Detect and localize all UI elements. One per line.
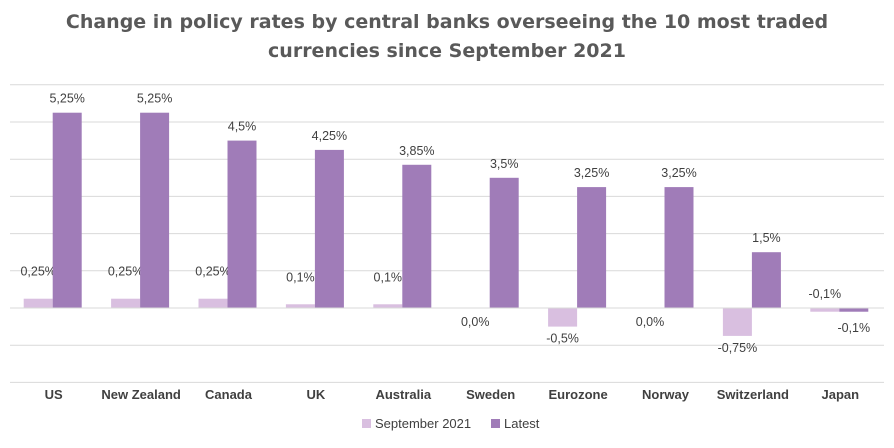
x-tick-label: Switzerland [717, 387, 789, 402]
x-tick-label: New Zealand [101, 387, 181, 402]
x-tick-label: Australia [375, 387, 431, 402]
bar-latest-uk [314, 149, 344, 308]
chart-title: Change in policy rates by central banks … [0, 8, 894, 66]
data-label: 4,25% [312, 129, 347, 143]
legend-swatch [491, 419, 500, 428]
bar-latest-japan [839, 308, 869, 312]
bar-latest-eurozone [577, 187, 607, 308]
x-tick-label: Japan [822, 387, 860, 402]
data-label: 0,25% [108, 265, 143, 279]
data-label: 0,25% [195, 265, 230, 279]
bar-september-2021-eurozone [548, 308, 578, 327]
x-tick-label: Canada [205, 387, 253, 402]
bar-latest-us [52, 112, 82, 308]
legend-label: Latest [504, 416, 540, 431]
chart-title-line-1: Change in policy rates by central banks … [65, 11, 829, 33]
chart-title-line-2: currencies since September 2021 [268, 40, 626, 62]
bar-september-2021-canada [198, 298, 228, 308]
bar-latest-switzerland [751, 252, 781, 308]
data-label: 3,25% [661, 166, 696, 180]
data-label: 0,0% [636, 315, 665, 329]
bar-latest-australia [402, 164, 432, 308]
data-label: 4,5% [228, 120, 257, 134]
bar-latest-new-zealand [140, 112, 170, 308]
data-label: 0,1% [374, 270, 403, 284]
data-label: 0,25% [20, 265, 55, 279]
bar-september-2021-japan [810, 308, 840, 312]
bar-latest-canada [227, 140, 257, 308]
data-label: 5,25% [49, 92, 84, 106]
data-label: 3,25% [574, 166, 609, 180]
x-tick-label: Sweden [466, 387, 515, 402]
data-label: 3,85% [399, 144, 434, 158]
data-label: 0,0% [461, 315, 490, 329]
legend-swatch [362, 419, 371, 428]
bar-september-2021-us [23, 298, 53, 308]
x-tick-label: Norway [642, 387, 690, 402]
bar-september-2021-australia [373, 304, 403, 308]
data-label: -0,5% [546, 332, 579, 346]
bar-latest-norway [664, 187, 694, 308]
data-label: 1,5% [752, 231, 781, 245]
x-tick-label: Eurozone [548, 387, 607, 402]
data-label: -0,1% [808, 287, 841, 301]
data-label: 3,5% [490, 157, 519, 171]
bar-september-2021-uk [285, 304, 315, 308]
data-label: -0,1% [837, 321, 870, 335]
bar-september-2021-switzerland [722, 308, 752, 336]
bar-september-2021-new-zealand [111, 298, 141, 308]
data-label: -0,75% [718, 341, 758, 355]
bar-latest-sweden [489, 177, 519, 308]
legend-label: September 2021 [375, 416, 471, 431]
data-label: 0,1% [286, 270, 315, 284]
x-tick-label: UK [307, 387, 326, 402]
data-label: 5,25% [137, 92, 172, 106]
x-tick-label: US [45, 387, 63, 402]
